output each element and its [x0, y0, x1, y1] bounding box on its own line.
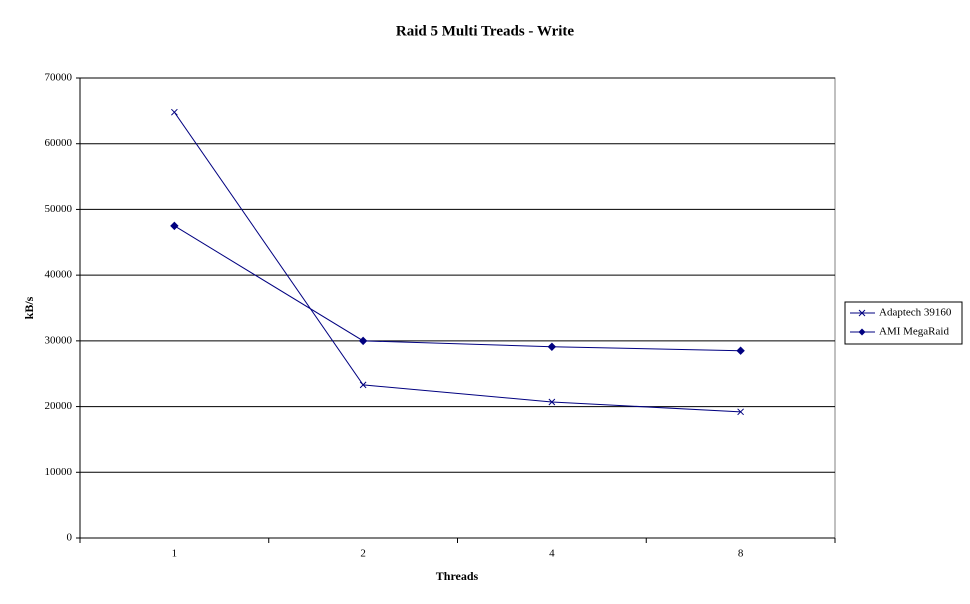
- y-tick-label: 30000: [45, 334, 73, 346]
- x-tick-label: 1: [172, 548, 178, 560]
- diamond-marker: [358, 336, 368, 346]
- legend-label: Adaptech 39160: [879, 307, 952, 319]
- chart-title: Raid 5 Multi Treads - Write: [396, 23, 575, 39]
- y-axis-title: kB/s: [22, 296, 36, 319]
- legend: Adaptech 39160 AMI MegaRaid: [844, 301, 963, 345]
- x-marker: [548, 398, 556, 406]
- y-tick-label: 40000: [45, 269, 73, 281]
- diamond-marker: [736, 346, 745, 355]
- y-tick-label: 70000: [45, 72, 73, 84]
- diamond-marker: [547, 342, 557, 351]
- x-tick-label: 2: [360, 548, 366, 560]
- plot-area: [79, 77, 836, 539]
- legend-label: AMI MegaRaid: [879, 326, 949, 338]
- legend-marker: [858, 328, 866, 336]
- y-tick-label: 10000: [45, 466, 73, 478]
- y-tick-label: 50000: [45, 203, 73, 215]
- legend-marker: [858, 309, 866, 317]
- x-marker: [359, 381, 367, 389]
- x-axis-title: Threads: [436, 569, 479, 583]
- x-marker: [171, 108, 178, 116]
- y-tick-label: 20000: [45, 400, 73, 412]
- legend-box: [844, 301, 963, 345]
- series-line: [173, 111, 741, 413]
- y-tick-label: 0: [67, 532, 73, 544]
- x-tick-label: 8: [738, 548, 744, 560]
- y-tick-label: 60000: [45, 137, 73, 149]
- series-line: [174, 225, 741, 352]
- x-marker: [737, 408, 744, 416]
- diamond-marker: [170, 221, 179, 231]
- x-tick-label: 4: [549, 548, 555, 560]
